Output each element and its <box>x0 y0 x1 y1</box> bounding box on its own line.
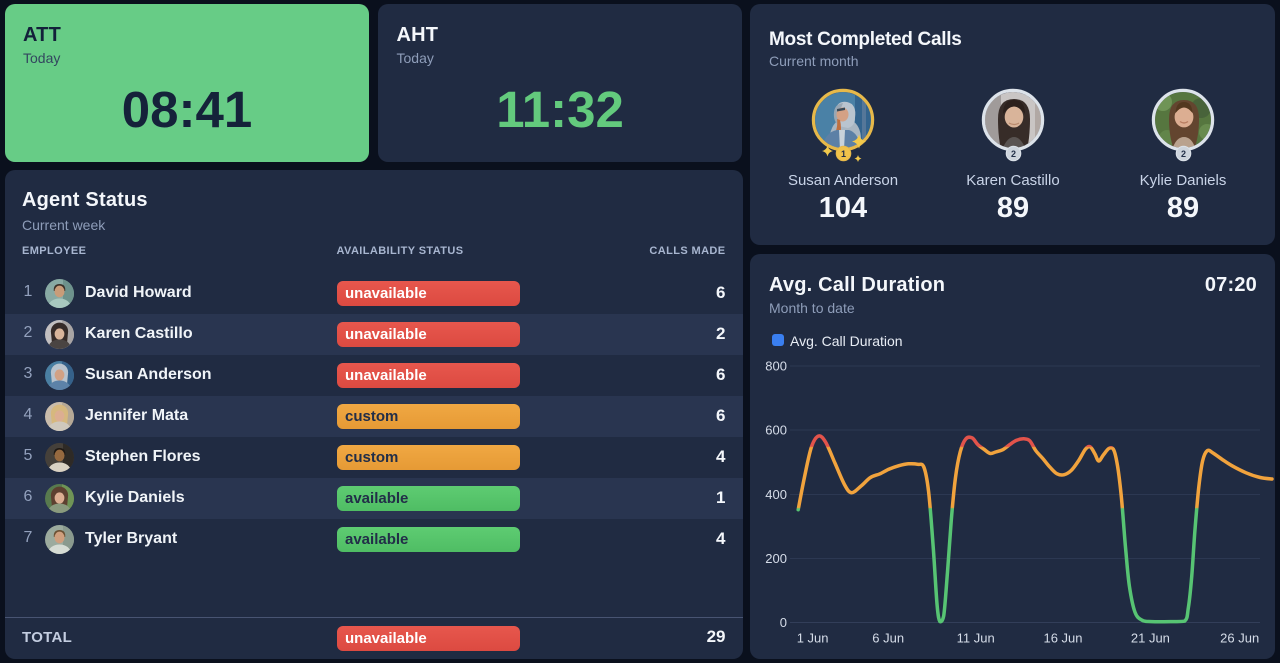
svg-text:200: 200 <box>765 551 787 566</box>
svg-text:6 Jun: 6 Jun <box>872 631 904 646</box>
svg-text:800: 800 <box>765 359 787 374</box>
svg-text:1: 1 <box>841 149 846 159</box>
svg-text:16 Jun: 16 Jun <box>1043 631 1082 646</box>
svg-text:11 Jun: 11 Jun <box>957 631 995 646</box>
svg-text:26 Jun: 26 Jun <box>1220 631 1259 646</box>
svg-text:0: 0 <box>780 615 787 630</box>
svg-text:400: 400 <box>765 487 787 502</box>
svg-text:21 Jun: 21 Jun <box>1131 631 1170 646</box>
svg-text:1 Jun: 1 Jun <box>797 631 829 646</box>
svg-text:2: 2 <box>1011 149 1016 159</box>
svg-text:2: 2 <box>1181 149 1186 159</box>
svg-text:600: 600 <box>765 423 787 438</box>
